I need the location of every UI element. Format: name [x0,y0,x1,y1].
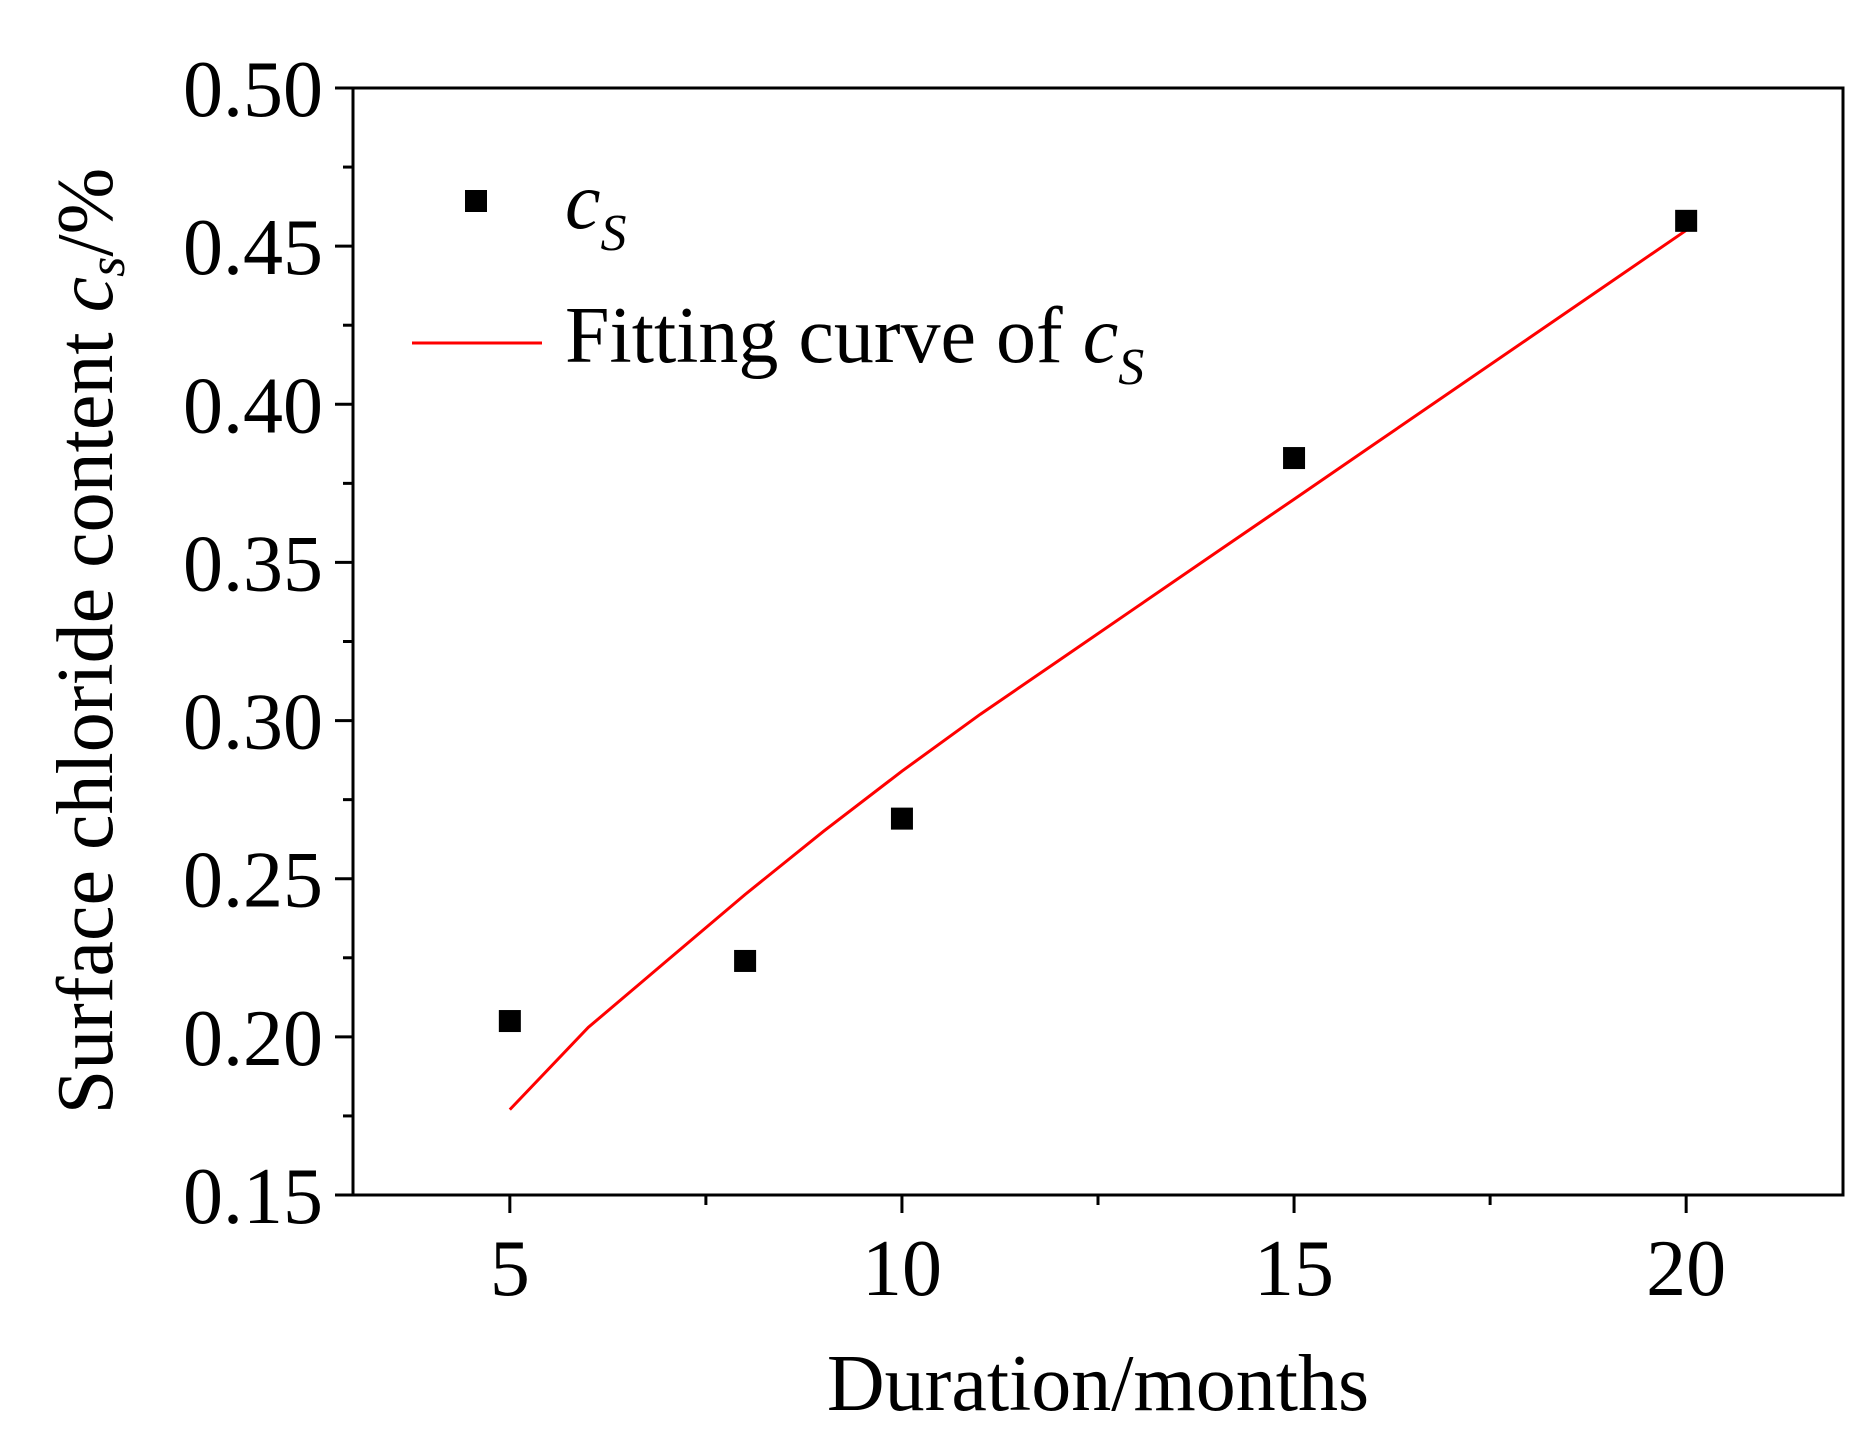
x-tick-label: 15 [1254,1225,1334,1313]
y-tick-label: 0.30 [183,679,323,767]
y-tick-label: 0.15 [183,1153,323,1241]
y-axis-tick-labels: 0.15 0.20 0.25 0.30 0.35 0.40 0.45 0.50 [183,46,323,1241]
legend-label-cs-var: c [565,158,601,246]
y-axis-title-var: c [42,277,130,313]
legend-label-fit-sub: S [1118,339,1144,396]
y-axis-title-prefix: Surface chloride content [42,312,130,1114]
y-axis-title: Surface chloride content cs/% [42,168,136,1115]
legend-label-fit-prefix: Fitting curve of [565,292,1083,380]
fitting-curve-line [508,229,1688,1111]
data-point-marker [498,1010,521,1033]
x-axis-title: Duration/months [827,1340,1369,1428]
y-tick-label: 0.35 [183,520,323,608]
legend-marker-square [465,190,487,212]
legend: cS Fitting curve of cS [412,158,1144,396]
x-tick-label: 20 [1646,1225,1726,1313]
y-tick-label: 0.40 [183,362,323,450]
fitting-curve-series [508,229,1688,1111]
y-axis-title-sub: s [79,257,136,277]
x-tick-label: 10 [862,1225,942,1313]
legend-label-cs-sub: S [601,205,627,262]
y-axis-title-suffix: /% [42,168,130,257]
x-axis-ticks [508,1195,1688,1213]
x-tick-label: 5 [490,1225,530,1313]
y-axis-ticks [335,86,353,1197]
x-axis-tick-labels: 5 10 15 20 [490,1225,1726,1313]
y-tick-label: 0.20 [183,995,323,1083]
y-tick-label: 0.25 [183,837,323,925]
plot-frame [351,86,1845,1197]
data-point-marker [1283,447,1306,470]
data-point-marker [890,807,913,830]
data-point-marker [1675,209,1698,232]
y-tick-label: 0.45 [183,204,323,292]
data-point-marker [734,949,757,972]
cs-scatter-series [498,209,1698,1033]
legend-label-fit: Fitting curve of cS [565,292,1144,396]
legend-label-cs: cS [565,158,627,262]
legend-label-fit-var: c [1083,292,1119,380]
y-tick-label: 0.50 [183,46,323,134]
